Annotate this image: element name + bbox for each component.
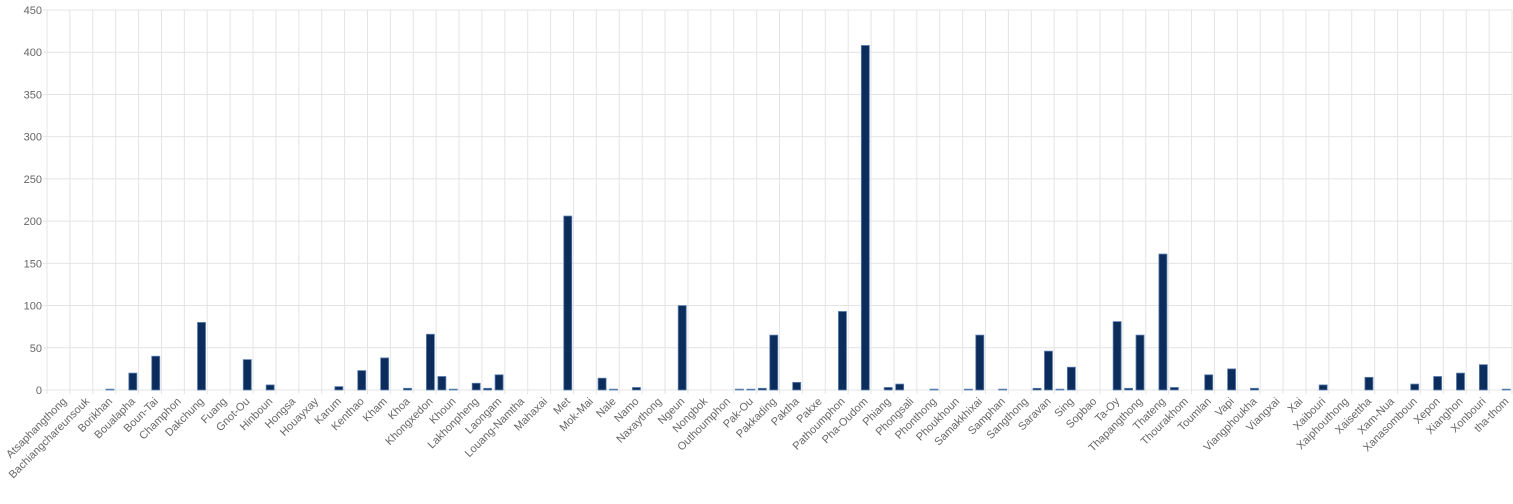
bar bbox=[1066, 366, 1076, 391]
bar bbox=[1055, 388, 1065, 391]
bar bbox=[426, 333, 435, 391]
bar bbox=[380, 357, 390, 391]
bar bbox=[105, 388, 115, 391]
bar bbox=[895, 383, 905, 391]
bar bbox=[746, 388, 756, 391]
y-tick-label: 300 bbox=[24, 132, 42, 144]
y-tick-label: 100 bbox=[24, 301, 42, 313]
bar bbox=[757, 387, 767, 391]
bar bbox=[1124, 387, 1133, 391]
bar bbox=[1158, 253, 1168, 391]
bar bbox=[769, 334, 779, 391]
bar bbox=[597, 377, 607, 391]
bar bbox=[860, 45, 870, 391]
x-tick-label: Kham bbox=[361, 396, 390, 425]
bar bbox=[334, 386, 344, 391]
bar bbox=[735, 388, 744, 391]
bar bbox=[1227, 368, 1236, 391]
bar bbox=[1250, 387, 1259, 391]
y-tick-label: 50 bbox=[30, 343, 42, 355]
bar bbox=[1135, 334, 1145, 391]
bar bbox=[494, 374, 504, 391]
bar bbox=[1501, 388, 1511, 391]
bar bbox=[437, 376, 447, 391]
bar bbox=[197, 322, 206, 391]
bar bbox=[1032, 387, 1042, 391]
bar bbox=[929, 388, 939, 391]
bar bbox=[1169, 387, 1179, 391]
bar bbox=[563, 215, 573, 391]
bar bbox=[998, 388, 1008, 391]
y-tick-label: 350 bbox=[24, 89, 42, 101]
bar bbox=[448, 388, 458, 391]
bar bbox=[1044, 350, 1053, 391]
bar bbox=[1410, 383, 1420, 391]
bar bbox=[242, 359, 252, 391]
y-tick-label: 400 bbox=[24, 47, 42, 59]
bar bbox=[677, 305, 687, 391]
bar bbox=[1112, 321, 1122, 391]
bar bbox=[632, 387, 641, 391]
bar bbox=[483, 387, 493, 391]
bar bbox=[403, 387, 412, 391]
bar bbox=[128, 372, 138, 391]
bar bbox=[609, 388, 618, 391]
bar bbox=[471, 382, 481, 391]
bar bbox=[151, 355, 161, 391]
bar bbox=[1318, 384, 1328, 391]
y-tick-label: 150 bbox=[24, 258, 42, 270]
y-tick-label: 200 bbox=[24, 216, 42, 228]
bar bbox=[838, 311, 847, 391]
bar bbox=[963, 388, 973, 391]
bar bbox=[265, 384, 275, 391]
y-tick-label: 0 bbox=[36, 385, 42, 397]
bar bbox=[1204, 374, 1214, 391]
bar bbox=[883, 387, 893, 391]
bar bbox=[1364, 376, 1374, 391]
bar bbox=[975, 334, 985, 391]
bar bbox=[1478, 364, 1488, 391]
bar bbox=[1456, 372, 1465, 391]
y-tick-label: 250 bbox=[24, 174, 42, 186]
y-tick-label: 450 bbox=[24, 5, 42, 17]
bar bbox=[792, 381, 802, 391]
bar bbox=[1433, 376, 1443, 391]
bar bbox=[357, 370, 367, 391]
